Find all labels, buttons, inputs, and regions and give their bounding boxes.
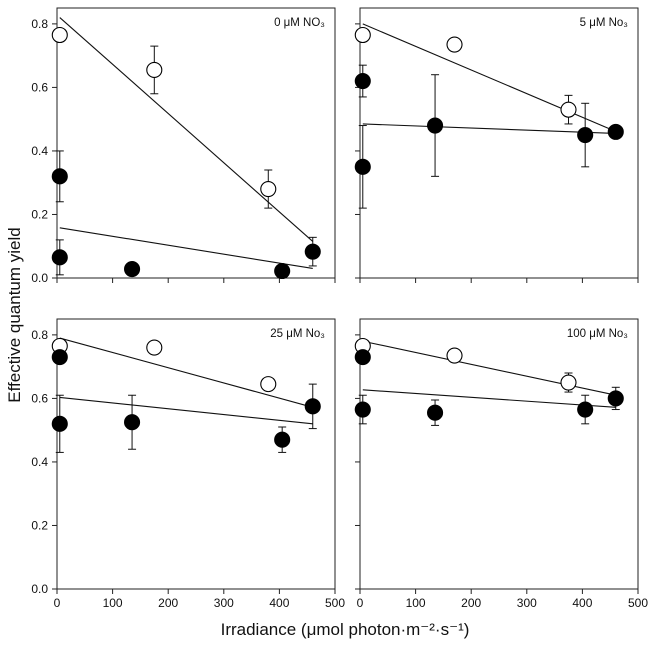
x-axis-label: Irradiance (μmol photon·m⁻²·s⁻¹) xyxy=(221,620,470,639)
open-data-point xyxy=(446,36,463,53)
x-tick-label: 100 xyxy=(406,596,426,610)
open-fit-line xyxy=(59,17,314,242)
open-data-point xyxy=(354,26,371,44)
filled-fit-line xyxy=(362,123,616,135)
y-tick-label: 0.2 xyxy=(31,207,48,221)
panel-frame xyxy=(359,318,639,590)
filled-fit-line xyxy=(59,227,313,270)
open-data-point xyxy=(560,374,577,391)
open-data-point xyxy=(260,376,277,393)
panel-frame xyxy=(359,7,639,279)
panel-title: 100 μM No₃ xyxy=(567,328,628,340)
x-tick-label: 500 xyxy=(628,596,648,610)
filled-fit-line xyxy=(362,389,616,408)
filled-data-point xyxy=(607,123,624,140)
open-data-point xyxy=(146,339,163,356)
filled-data-point xyxy=(124,414,141,431)
filled-data-point xyxy=(577,401,594,418)
filled-data-point xyxy=(354,73,371,90)
filled-data-point xyxy=(427,117,444,134)
filled-data-point xyxy=(304,243,321,260)
y-axis-label: Effective quantum yield xyxy=(5,227,24,402)
open-data-point xyxy=(560,101,577,118)
x-tick-label: 100 xyxy=(103,596,123,610)
open-data-point xyxy=(260,181,277,198)
x-tick-label: 300 xyxy=(214,596,234,610)
open-fit-line xyxy=(362,340,614,396)
x-tick-label: 400 xyxy=(269,596,289,610)
panel-title: 0 μM NO₃ xyxy=(274,17,325,29)
open-data-point xyxy=(446,347,463,364)
y-tick-label: 0.0 xyxy=(31,582,48,596)
y-tick-label: 0.0 xyxy=(31,271,48,285)
filled-fit-line xyxy=(59,396,313,425)
x-tick-label: 0 xyxy=(357,596,364,610)
panel-title: 5 μM No₃ xyxy=(580,17,629,29)
y-tick-label: 0.8 xyxy=(31,17,48,31)
y-tick-label: 0.8 xyxy=(31,328,48,342)
filled-data-point xyxy=(124,261,141,278)
open-fit-line xyxy=(362,23,614,131)
x-tick-label: 0 xyxy=(54,596,61,610)
filled-data-point xyxy=(51,415,68,432)
filled-data-point xyxy=(354,349,371,366)
filled-data-point xyxy=(577,127,594,144)
x-tick-label: 500 xyxy=(325,596,345,610)
panel-title: 25 μM No₃ xyxy=(270,328,325,340)
open-data-point xyxy=(146,61,163,78)
filled-data-point xyxy=(304,398,321,415)
x-tick-label: 300 xyxy=(517,596,537,610)
filled-data-point xyxy=(51,168,68,185)
x-tick-label: 200 xyxy=(461,596,481,610)
y-tick-label: 0.6 xyxy=(31,80,48,94)
filled-data-point xyxy=(51,349,68,366)
open-data-point xyxy=(51,26,68,44)
filled-data-point xyxy=(354,401,371,418)
panel-frame xyxy=(56,7,336,279)
filled-data-point xyxy=(354,158,371,175)
y-tick-label: 0.4 xyxy=(31,455,48,469)
y-tick-label: 0.4 xyxy=(31,144,48,158)
x-tick-label: 400 xyxy=(572,596,592,610)
x-tick-label: 200 xyxy=(158,596,178,610)
y-tick-label: 0.2 xyxy=(31,518,48,532)
filled-data-point xyxy=(51,249,68,266)
y-tick-label: 0.6 xyxy=(31,391,48,405)
panel-frame xyxy=(56,318,336,590)
filled-data-point xyxy=(274,262,291,280)
filled-data-point xyxy=(274,431,291,448)
open-fit-line xyxy=(59,337,313,408)
filled-data-point xyxy=(607,390,624,407)
filled-data-point xyxy=(427,404,444,421)
